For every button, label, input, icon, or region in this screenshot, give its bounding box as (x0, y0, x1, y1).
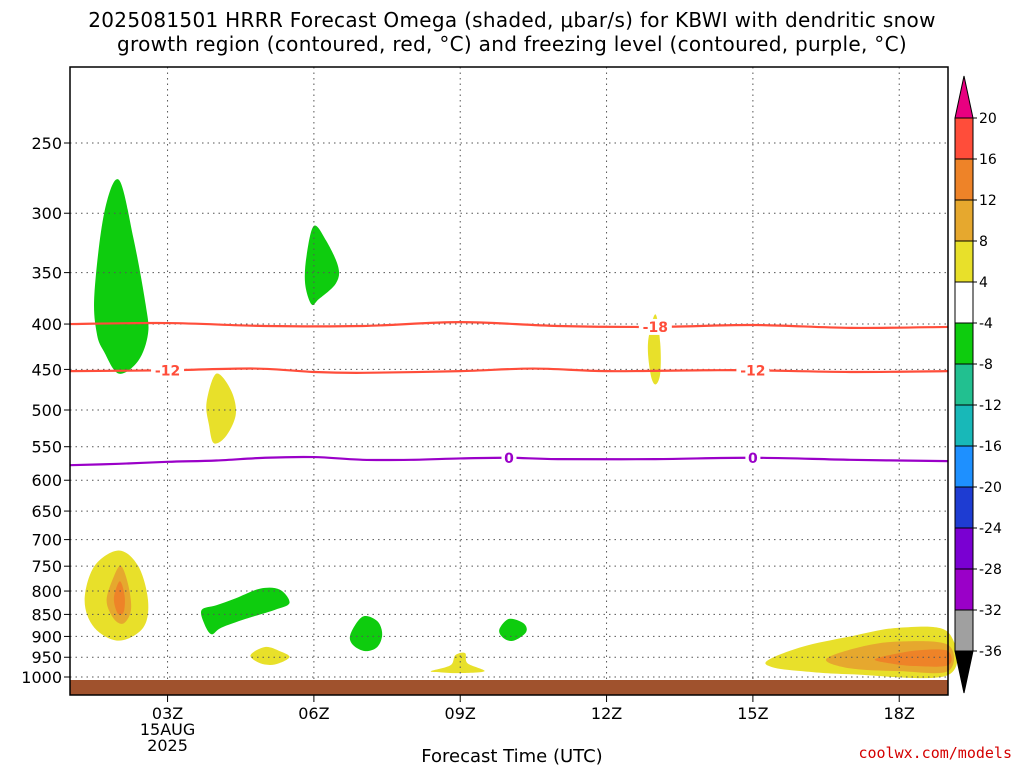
colorbar-segment (954, 281, 974, 324)
contour-label-bg (151, 362, 185, 379)
y-tick-label: 250 (31, 134, 62, 153)
contour-line-red (69, 321, 949, 330)
colorbar-segment (954, 240, 974, 283)
colorbar-label: 4 (979, 275, 988, 291)
contour-line-red (69, 367, 949, 374)
omega-region-green (94, 179, 149, 374)
contour-label: 0 (504, 451, 514, 467)
omega-region-green (349, 615, 383, 652)
colorbar-segment (954, 363, 974, 406)
x-tick-label: 12Z (591, 704, 622, 723)
colorbar-label: -36 (979, 644, 1002, 660)
y-tick-label: 900 (31, 627, 62, 646)
y-tick-label: 650 (31, 502, 62, 521)
y-tick-label: 450 (31, 360, 62, 379)
colorbar-segment (954, 445, 974, 488)
colorbar-label: -12 (979, 398, 1002, 414)
y-tick-label: 300 (31, 204, 62, 223)
colorbar-label: -4 (979, 316, 993, 332)
colorbar-label: 20 (979, 111, 997, 127)
y-axis: 250 300 350 400 450 500 550 600 650 700 750 800 850 9… (21, 134, 70, 687)
chart-title: 2025081501 HRRR Forecast Omega (shaded, … (0, 8, 1024, 56)
x-tick-label: 09Z (445, 704, 476, 723)
contour-label-bg (745, 449, 761, 466)
shaded-regions (84, 179, 958, 679)
colorbar: 20 16 12 8 4 -4 -8 -12 -16 -20 -24 -28 -32 -36 (954, 75, 1002, 694)
ground-surface (70, 680, 948, 695)
colorbar-segment (954, 609, 974, 652)
contour-label-bg (638, 318, 672, 335)
y-tick-label: 400 (31, 315, 62, 334)
y-tick-label: 800 (31, 582, 62, 601)
colorbar-label: -20 (979, 480, 1002, 496)
colorbar-label: 16 (979, 152, 997, 168)
chart-title-line1: 2025081501 HRRR Forecast Omega (shaded, … (88, 8, 936, 32)
contour-label: -12 (155, 363, 180, 379)
credit-link[interactable]: coolwx.com/models (858, 744, 1012, 762)
y-tick-label: 550 (31, 438, 62, 457)
omega-region-orange (113, 581, 125, 615)
contour-label-bg (501, 449, 517, 466)
y-tick-label: 950 (31, 648, 62, 667)
grid (70, 67, 948, 680)
colorbar-segment (954, 117, 974, 160)
x-tick-label: 03Z (152, 704, 183, 723)
colorbar-segment (954, 486, 974, 529)
omega-region-green (304, 225, 340, 306)
y-tick-label: 350 (31, 264, 62, 283)
y-tick-label: 600 (31, 471, 62, 490)
x-tick-label: 15Z (737, 704, 768, 723)
contour-label: -18 (643, 320, 668, 336)
colorbar-label: 8 (979, 234, 988, 250)
omega-region-orange (874, 649, 952, 667)
omega-region-yellow (430, 652, 485, 674)
colorbar-segment (954, 404, 974, 447)
colorbar-label: -24 (979, 521, 1002, 537)
x-tick-label: 06Z (298, 704, 329, 723)
chart-title-line2: growth region (contoured, red, °C) and f… (117, 32, 907, 56)
y-tick-label: 1000 (21, 668, 62, 687)
y-tick-label: 500 (31, 401, 62, 420)
x-axis-label: Forecast Time (UTC) (421, 746, 603, 767)
plot-frame (69, 66, 949, 696)
colorbar-segment (954, 322, 974, 365)
colorbar-label: -32 (979, 603, 1002, 619)
colorbar-arrow-bottom (954, 650, 974, 694)
contour-label: -12 (740, 363, 765, 379)
colorbar-label: -8 (979, 357, 993, 373)
colorbar-segment (954, 199, 974, 242)
y-tick-label: 750 (31, 557, 62, 576)
colorbar-label: -16 (979, 439, 1002, 455)
omega-region-green (499, 618, 527, 642)
colorbar-label: 12 (979, 193, 997, 209)
y-tick-label: 700 (31, 531, 62, 550)
colorbar-segment (954, 158, 974, 201)
omega-region-yellow (250, 646, 290, 665)
omega-region-green (200, 587, 290, 635)
colorbar-segment (954, 527, 974, 570)
colorbar-label: -28 (979, 562, 1002, 578)
contour-label-bg (736, 362, 770, 379)
x-tick-label: 18Z (884, 704, 915, 723)
colorbar-segment (954, 568, 974, 611)
omega-region-yellow (206, 373, 237, 444)
x-tick-year: 2025 (147, 736, 188, 755)
y-tick-label: 850 (31, 605, 62, 624)
contours: -18 -12 -12 0 0 (69, 318, 949, 467)
colorbar-arrow-top (954, 75, 974, 119)
contour-label: 0 (748, 451, 758, 467)
x-tick-date: 15AUG (140, 720, 195, 739)
